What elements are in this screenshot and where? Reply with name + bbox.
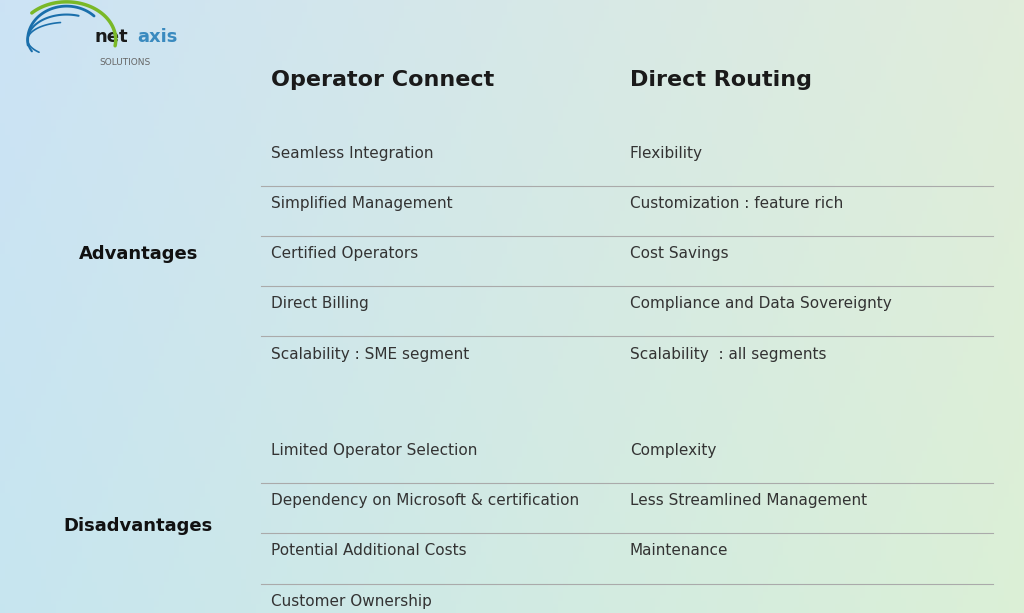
Text: Cost Savings: Cost Savings: [630, 246, 728, 261]
Text: Compliance and Data Sovereignty: Compliance and Data Sovereignty: [630, 296, 892, 311]
Text: Disadvantages: Disadvantages: [63, 517, 213, 535]
Text: Complexity: Complexity: [630, 443, 716, 458]
Text: Operator Connect: Operator Connect: [271, 70, 495, 89]
Text: Scalability  : all segments: Scalability : all segments: [630, 346, 826, 362]
Text: Direct Routing: Direct Routing: [630, 70, 812, 89]
Text: Potential Additional Costs: Potential Additional Costs: [271, 543, 467, 558]
Text: Seamless Integration: Seamless Integration: [271, 145, 434, 161]
Text: Maintenance: Maintenance: [630, 543, 728, 558]
Text: Flexibility: Flexibility: [630, 145, 702, 161]
Text: Limited Operator Selection: Limited Operator Selection: [271, 443, 478, 458]
Text: SOLUTIONS: SOLUTIONS: [99, 58, 151, 67]
Text: Simplified Management: Simplified Management: [271, 196, 453, 211]
Text: axis: axis: [137, 28, 177, 45]
Text: Less Streamlined Management: Less Streamlined Management: [630, 493, 867, 508]
Text: Customer Ownership: Customer Ownership: [271, 593, 432, 609]
Text: Direct Billing: Direct Billing: [271, 296, 369, 311]
Text: Scalability : SME segment: Scalability : SME segment: [271, 346, 470, 362]
Text: Dependency on Microsoft & certification: Dependency on Microsoft & certification: [271, 493, 580, 508]
Text: Advantages: Advantages: [79, 245, 198, 262]
Text: net: net: [94, 28, 128, 45]
Text: Customization : feature rich: Customization : feature rich: [630, 196, 843, 211]
Text: Certified Operators: Certified Operators: [271, 246, 419, 261]
